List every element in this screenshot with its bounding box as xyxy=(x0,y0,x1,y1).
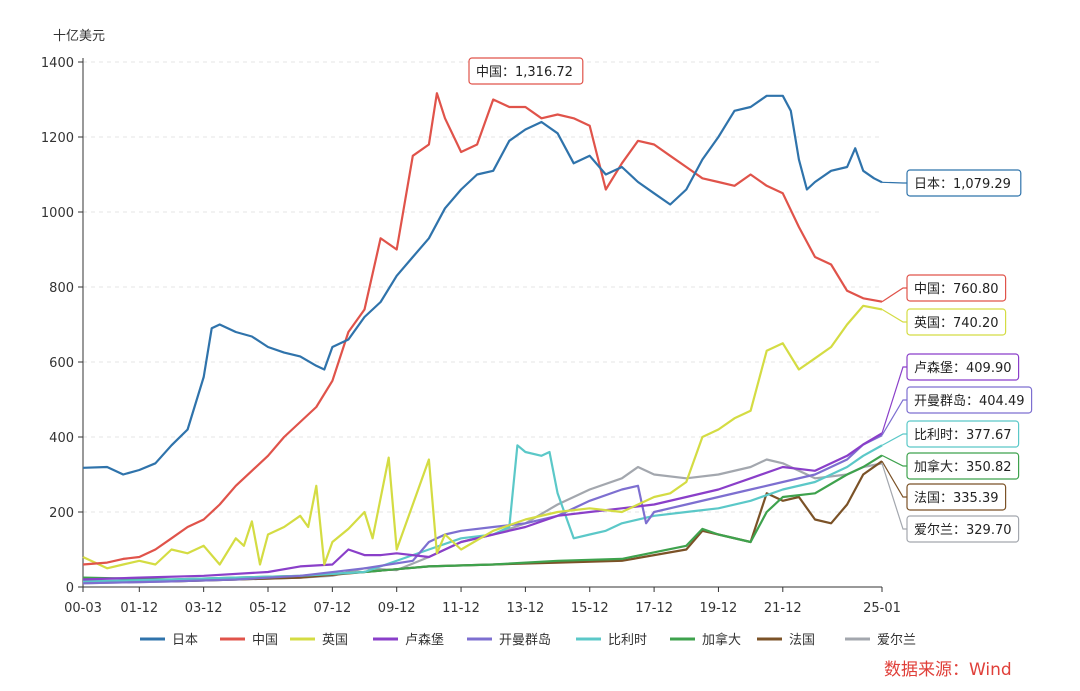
y-tick-label: 200 xyxy=(49,506,74,521)
end-label-8-text: 爱尔兰：329.70 xyxy=(914,523,1012,538)
max-label-china-box xyxy=(468,57,584,85)
end-label-2-box xyxy=(906,308,1007,336)
y-tick-label: 1400 xyxy=(41,56,74,71)
x-axis-ticks: 00-03 01-12 03-12 05-12 07-12 09-12 11-12 13-12… xyxy=(64,601,901,616)
x-tick-label: 15-12 xyxy=(571,601,609,616)
legend-label-2: 英国 xyxy=(322,633,348,648)
legend: 日本 中国 英国 卢森堡 开曼群岛 比利时 加拿大 法国 爱尔兰 xyxy=(140,632,916,648)
end-label-4-connector xyxy=(881,399,907,436)
end-label-1-connector xyxy=(881,287,907,303)
legend-label-7: 法国 xyxy=(789,633,815,648)
end-label-8-connector xyxy=(881,463,907,530)
x-tick-label: 25-01 xyxy=(863,601,901,616)
legend-label-4: 开曼群岛 xyxy=(499,632,551,648)
end-label-1-box xyxy=(906,274,1007,302)
end-label-3-connector xyxy=(881,366,907,434)
y-tick-label: 400 xyxy=(49,431,74,446)
x-tick-label: 05-12 xyxy=(249,601,287,616)
y-tick-label: 600 xyxy=(49,356,74,371)
y-axis-ticks: 0 200 400 600 800 1000 1200 1400 xyxy=(41,56,74,596)
end-label-5-connector xyxy=(881,433,907,446)
end-label-5-text: 比利时：377.67 xyxy=(914,428,1012,443)
end-label-6-box xyxy=(906,452,1020,480)
end-label-6-text: 加拿大：350.82 xyxy=(914,459,1012,475)
end-label-4-box xyxy=(906,386,1033,414)
end-label-8-box xyxy=(906,515,1020,543)
x-tick-label: 17-12 xyxy=(635,601,673,616)
y-tick-label: 0 xyxy=(66,581,74,596)
x-tick-label: 00-03 xyxy=(64,601,102,616)
end-label-3-text: 卢森堡：409.90 xyxy=(914,360,1012,376)
series-lines xyxy=(82,92,883,585)
y-tick-label: 1200 xyxy=(41,131,74,146)
legend-label-0: 日本 xyxy=(172,633,198,648)
legend-label-5: 比利时 xyxy=(608,633,647,648)
max-label-china-text: 中国：1,316.72 xyxy=(476,65,573,80)
legend-label-1: 中国 xyxy=(252,633,278,648)
x-tick-label: 11-12 xyxy=(442,601,480,616)
x-tick-label: 09-12 xyxy=(378,601,416,616)
end-label-2-text: 英国：740.20 xyxy=(914,316,999,331)
series-line-2 xyxy=(82,304,883,570)
x-tick-label: 01-12 xyxy=(120,601,158,616)
legend-label-8: 爱尔兰 xyxy=(877,633,916,648)
series-line-1 xyxy=(82,92,883,566)
series-line-0 xyxy=(82,94,883,476)
end-label-3-box xyxy=(906,353,1020,381)
end-label-0-connector xyxy=(881,181,907,184)
end-label-7-connector xyxy=(881,460,907,498)
end-label-2-connector xyxy=(881,308,907,323)
legend-label-3: 卢森堡 xyxy=(405,632,444,648)
y-unit-label: 十亿美元 xyxy=(53,29,105,44)
y-tick-label: 800 xyxy=(49,281,74,296)
end-label-1-text: 中国：760.80 xyxy=(914,282,999,297)
y-tick-label: 1000 xyxy=(41,206,74,221)
x-tick-label: 03-12 xyxy=(185,601,223,616)
x-tick-label: 07-12 xyxy=(313,601,351,616)
grid-lines xyxy=(83,61,882,513)
end-label-0-text: 日本：1,079.29 xyxy=(914,177,1011,192)
x-tick-label: 21-12 xyxy=(764,601,802,616)
end-label-5-box xyxy=(906,420,1020,448)
x-tick-label: 19-12 xyxy=(700,601,738,616)
end-label-7-box xyxy=(906,483,1007,511)
end-label-6-connector xyxy=(881,454,907,467)
series-line-5 xyxy=(82,444,883,583)
source-note: 数据来源：Wind xyxy=(884,660,1012,680)
end-label-7-text: 法国：335.39 xyxy=(914,491,999,506)
end-label-0-box xyxy=(906,169,1022,197)
end-label-callouts: 日本：1,079.29 中国：760.80 英国：740.20 卢森堡：409.90 开… xyxy=(468,57,1033,543)
legend-label-6: 加拿大 xyxy=(702,632,741,648)
series-line-4 xyxy=(82,434,883,585)
x-tick-label: 13-12 xyxy=(507,601,545,616)
series-line-7 xyxy=(83,460,883,583)
axes xyxy=(78,58,883,592)
end-label-4-text: 开曼群岛：404.49 xyxy=(914,393,1025,409)
series-line-3 xyxy=(82,432,883,581)
